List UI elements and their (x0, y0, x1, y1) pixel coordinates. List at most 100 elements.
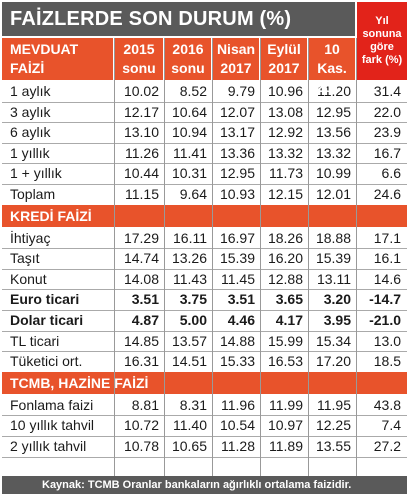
value-cell: 14.51 (171, 353, 207, 370)
value-cell: 3.65 (275, 291, 303, 308)
value-cell: 10.02 (123, 83, 159, 99)
row-divider (2, 163, 407, 165)
section-header: TCMB, HAZİNE FAİZİ (2, 371, 407, 394)
value-cell: 11.28 (221, 438, 255, 454)
table-row: Taşıt 14.74 13.26 15.39 16.20 15.39 16.1 (2, 248, 407, 268)
value-cell: 13.10 (123, 124, 159, 141)
row-label: 2 yıllık tahvil (10, 438, 87, 454)
change-column-header: Yıl sonuna göre fark (%) (357, 2, 407, 80)
change-cell: 27.2 (373, 438, 401, 454)
value-cell: 14.85 (123, 332, 159, 349)
row-divider (2, 456, 407, 458)
column-divider (356, 38, 357, 476)
column-header-line: sonu (122, 60, 156, 76)
value-cell: 10.44 (123, 165, 159, 182)
value-cell: 3.95 (323, 312, 351, 328)
row-divider (2, 351, 407, 353)
row-label: 1 aylık (10, 83, 51, 99)
value-cell: 12.07 (219, 103, 255, 120)
change-cell: 7.4 (381, 417, 401, 434)
value-cell: 11.96 (221, 396, 255, 413)
column-header-line: 2017 (220, 60, 252, 76)
value-cell: 13.55 (315, 438, 351, 454)
value-cell: 11.40 (173, 417, 207, 434)
table-row: TL ticari 14.85 13.57 14.88 15.99 15.34 13.0 (2, 331, 407, 351)
column-header-line: Nisan (216, 41, 256, 57)
value-cell: 12.25 (315, 417, 351, 434)
deposit-header-line: MEVDUAT (10, 41, 79, 57)
deposit-header-line: FAİZİ (10, 60, 45, 76)
table-row: Dolar ticari 4.87 5.00 4.46 4.17 3.95 -21.0 (2, 310, 407, 330)
change-cell: 16.1 (373, 250, 401, 267)
value-cell: 10.94 (171, 124, 207, 141)
value-cell: 15.39 (219, 250, 255, 267)
value-cell: 10.64 (171, 103, 207, 120)
value-cell: 16.31 (123, 353, 159, 370)
value-cell: 11.45 (221, 270, 255, 287)
value-cell: 11.15 (125, 186, 159, 202)
value-cell: 13.17 (219, 124, 255, 141)
row-label: Dolar ticari (10, 312, 84, 328)
table-row: 6 aylık 13.10 10.94 13.17 12.92 13.56 23.9 (2, 122, 407, 142)
value-cell: 17.20 (315, 353, 351, 370)
value-cell: 3.20 (323, 291, 351, 308)
value-cell: 8.31 (179, 396, 207, 413)
value-cell: 11.89 (269, 438, 303, 454)
value-cell: 15.39 (315, 250, 351, 267)
column-header-line: 10 Kas. (317, 41, 347, 76)
value-cell: 3.75 (179, 291, 207, 308)
column-header-line: 2017 (316, 79, 348, 95)
change-cell: 13.0 (373, 332, 401, 349)
column-divider (212, 38, 213, 476)
row-label: Tüketici ort. (10, 353, 83, 370)
value-cell: 12.17 (123, 103, 159, 120)
change-header-line: Yıl (375, 15, 389, 27)
row-label: Taşıt (10, 250, 40, 267)
row-divider (2, 248, 407, 250)
row-divider (2, 415, 407, 417)
row-label: TL ticari (10, 332, 60, 349)
value-cell: 18.26 (267, 229, 303, 246)
value-cell: 14.08 (123, 270, 159, 287)
change-cell: 14.6 (373, 270, 401, 287)
value-cell: 3.51 (227, 291, 255, 308)
value-cell: 11.20 (317, 83, 351, 99)
column-header: Eylül 2017 (261, 38, 307, 80)
row-divider (2, 436, 407, 437)
change-cell: -21.0 (369, 312, 401, 328)
row-divider (2, 330, 407, 332)
value-cell: 4.17 (275, 312, 303, 328)
value-cell: 10.54 (219, 417, 255, 434)
value-cell: 16.97 (219, 229, 255, 246)
value-cell: 15.34 (315, 332, 351, 349)
value-cell: 11.95 (317, 396, 351, 413)
value-cell: 10.31 (171, 165, 207, 182)
row-divider (2, 184, 407, 185)
value-cell: 4.87 (131, 312, 159, 328)
table-row: 1 aylık 10.02 8.52 9.79 10.96 11.20 31.4 (2, 81, 407, 101)
change-cell: 31.4 (373, 83, 401, 99)
change-header-line: sonuna (362, 28, 402, 40)
source-note: Kaynak: TCMB Oranlar bankaların ağırlıkl… (2, 476, 407, 494)
column-header: 2015 sonu (115, 38, 163, 80)
value-cell: 10.78 (123, 438, 159, 454)
value-cell: 17.29 (123, 229, 159, 246)
value-cell: 10.65 (171, 438, 207, 454)
change-cell: 17.1 (373, 229, 401, 246)
column-divider (260, 38, 261, 476)
row-label: Fonlama faizi (10, 396, 94, 413)
value-cell: 12.15 (267, 186, 303, 202)
value-cell: 5.00 (179, 312, 207, 328)
value-cell: 8.52 (179, 83, 207, 99)
table-row: 3 aylık 12.17 10.64 12.07 13.08 12.95 22.0 (2, 102, 407, 122)
row-divider (2, 142, 407, 144)
value-cell: 15.33 (219, 353, 255, 370)
value-cell: 13.32 (267, 144, 303, 161)
row-label: 3 aylık (10, 103, 51, 120)
value-cell: 9.79 (227, 83, 255, 99)
value-cell: 16.20 (267, 250, 303, 267)
value-cell: 11.73 (269, 165, 303, 182)
row-divider (2, 289, 407, 291)
row-label: İhtiyaç (10, 229, 51, 246)
